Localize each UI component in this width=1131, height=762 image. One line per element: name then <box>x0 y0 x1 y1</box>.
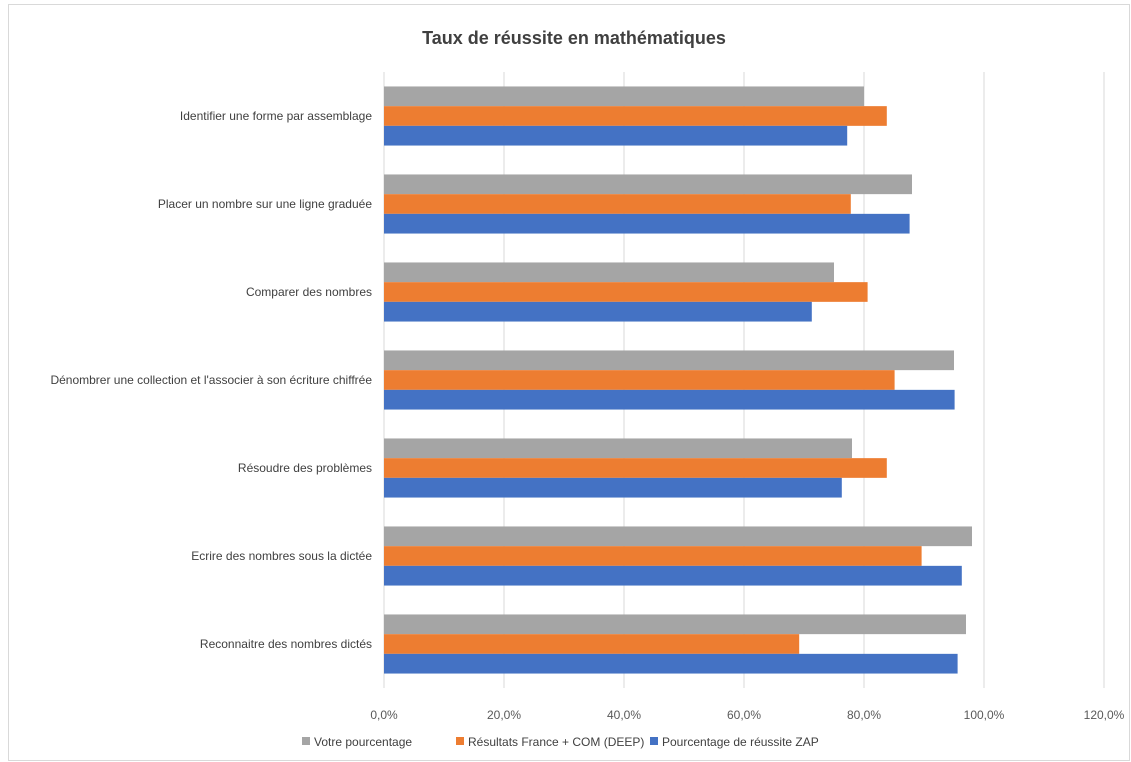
bar <box>384 438 852 459</box>
category-labels: Identifier une forme par assemblage Place… <box>50 109 372 651</box>
bar <box>384 614 966 635</box>
x-tick-label: 20,0% <box>487 708 521 722</box>
legend-swatch <box>302 737 310 745</box>
bar <box>384 565 962 586</box>
bar <box>384 370 895 390</box>
category-label: Reconnaitre des nombres dictés <box>200 637 372 651</box>
bar <box>384 477 842 498</box>
bars <box>384 86 972 674</box>
x-tick-label: 60,0% <box>727 708 761 722</box>
chart-title: Taux de réussite en mathématiques <box>422 28 726 48</box>
category-label: Placer un nombre sur une ligne graduée <box>158 197 372 211</box>
legend: Votre pourcentage Résultats France + COM … <box>302 735 819 749</box>
bar <box>384 282 868 302</box>
bar <box>384 213 910 234</box>
x-tick-labels: 0,0% 20,0% 40,0% 60,0% 80,0% 100,0% 120,0% <box>370 708 1124 722</box>
bar <box>384 106 887 126</box>
legend-swatch <box>456 737 464 745</box>
x-tick-label: 100,0% <box>964 708 1005 722</box>
bar <box>384 653 958 674</box>
category-label: Résoudre des problèmes <box>238 461 372 475</box>
bar <box>384 194 851 214</box>
x-tick-label: 40,0% <box>607 708 641 722</box>
bar <box>384 458 887 478</box>
bar <box>384 86 864 107</box>
bar <box>384 350 954 371</box>
bar <box>384 174 912 195</box>
x-tick-label: 80,0% <box>847 708 881 722</box>
x-tick-label: 120,0% <box>1084 708 1125 722</box>
category-label: Identifier une forme par assemblage <box>180 109 372 123</box>
x-tick-label: 0,0% <box>370 708 398 722</box>
legend-label: Résultats France + COM (DEEP) <box>468 735 644 749</box>
bar <box>384 526 972 547</box>
legend-swatch <box>650 737 658 745</box>
legend-label: Votre pourcentage <box>314 735 412 749</box>
category-label: Ecrire des nombres sous la dictée <box>191 549 372 563</box>
legend-label: Pourcentage de réussite ZAP <box>662 735 819 749</box>
bar <box>384 546 922 566</box>
category-label: Dénombrer une collection et l'associer à… <box>50 373 372 387</box>
bar <box>384 301 812 322</box>
bar <box>384 125 848 146</box>
category-label: Comparer des nombres <box>246 285 372 299</box>
bar <box>384 634 800 654</box>
bar <box>384 262 834 283</box>
bar <box>384 389 955 410</box>
